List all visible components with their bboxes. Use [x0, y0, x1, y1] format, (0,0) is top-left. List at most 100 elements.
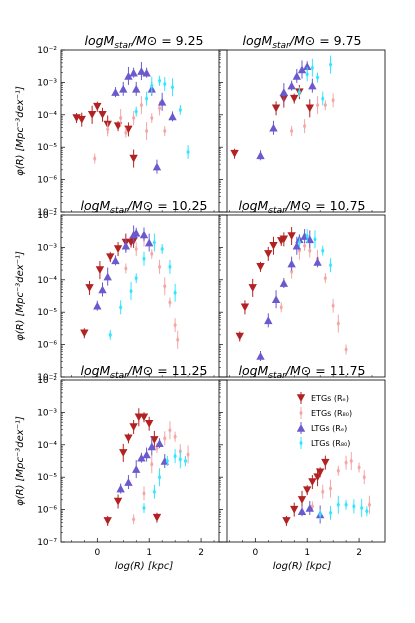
data-point — [118, 304, 123, 311]
y-tick-label: 10⁻⁵ — [37, 143, 57, 153]
data-point — [336, 467, 341, 474]
y-tick-label: 10⁻⁷ — [37, 538, 57, 548]
panel-5: logMstar/M⊙ = 11.25 10⁻⁷ 10⁻⁶ 10⁻⁵ 10⁻⁴ 10⁻³ 1… — [15, 363, 228, 572]
data-point — [124, 129, 128, 136]
legend: ETGs (Rₑ) ETGs (R₈₀) LTGs (Rₑ) LTGs (R₈₀) — [296, 392, 352, 449]
data-point — [113, 497, 123, 506]
panel-3: logMstar/M⊙ = 10.25 10⁻⁷ 10⁻⁶ 10⁻⁵ 10⁻⁴ 10⁻³ 1… — [15, 198, 228, 383]
data-point — [362, 474, 366, 481]
y-axis-label: φ(R) [Mpc⁻³dex⁻¹] — [15, 86, 26, 176]
data-point — [315, 468, 325, 477]
panel-title: logMstar/M⊙ = 9.75 — [242, 33, 361, 51]
data-point — [271, 295, 281, 304]
data-point — [305, 104, 314, 113]
x-axis-label: log(R) [kpc] — [115, 561, 174, 572]
panel-2: logMstar/M⊙ = 9.75 — [218, 33, 386, 213]
panel-4: logMstar/M⊙ = 10.75 — [218, 198, 386, 378]
data-point — [85, 284, 94, 292]
y-tick-label: 10⁻³ — [37, 243, 57, 253]
y-axis-label: φ(R) [Mpc⁻³dex⁻¹] — [15, 416, 26, 506]
data-point — [113, 245, 123, 254]
data-point — [344, 459, 348, 466]
data-point — [124, 478, 133, 486]
data-point — [95, 266, 105, 275]
x-tick-label: 1 — [146, 548, 152, 558]
y-tick-label: 10⁻⁴ — [37, 111, 57, 121]
data-point — [176, 336, 180, 343]
data-point — [144, 238, 154, 247]
x-tick-label: 0 — [252, 548, 258, 558]
data-point — [155, 439, 164, 447]
data-point — [116, 484, 125, 493]
data-point — [173, 433, 177, 440]
data-point — [168, 263, 172, 271]
data-point — [132, 465, 141, 473]
data-point — [297, 239, 302, 246]
y-tick-label: 10⁻³ — [37, 408, 57, 418]
data-point — [119, 449, 128, 457]
data-point — [305, 71, 309, 78]
data-point — [163, 127, 167, 135]
data-point — [344, 501, 348, 508]
data-point — [269, 123, 278, 132]
data-point — [152, 162, 162, 171]
data-point — [297, 88, 302, 96]
data-point — [139, 101, 144, 109]
data-point — [336, 320, 341, 327]
data-point — [313, 236, 317, 243]
data-point — [287, 232, 296, 241]
panel-title: logMstar/M⊙ = 11.25 — [81, 363, 208, 381]
data-point — [108, 331, 112, 339]
data-point — [105, 126, 110, 133]
data-point — [80, 329, 89, 338]
data-point — [132, 84, 141, 93]
y-tick-label: 10⁻⁷ — [37, 208, 57, 218]
data-point — [349, 457, 353, 465]
legend-label: ETGs (Rₑ) — [311, 394, 349, 403]
data-point — [292, 71, 302, 80]
data-point — [279, 235, 289, 244]
data-point — [365, 508, 369, 515]
data-point — [93, 102, 102, 111]
data-point — [144, 95, 149, 102]
data-point — [132, 228, 141, 237]
axes-frame — [218, 49, 386, 213]
data-point — [357, 464, 361, 471]
y-tick-label: 10⁻⁶ — [37, 341, 57, 351]
data-point — [367, 501, 372, 508]
legend-label: LTGs (R₈₀) — [311, 439, 350, 448]
data-point — [297, 507, 307, 515]
data-point — [256, 351, 265, 360]
data-point — [235, 332, 244, 341]
data-point — [186, 148, 190, 156]
data-point — [269, 242, 278, 250]
data-point — [328, 262, 333, 269]
y-tick-label: 10⁻⁵ — [37, 308, 57, 318]
data-point — [131, 516, 136, 523]
y-tick-label: 10⁻⁴ — [37, 276, 57, 286]
data-point — [155, 444, 159, 452]
data-point — [150, 250, 154, 258]
panel-title: logMstar/M⊙ = 9.25 — [84, 33, 203, 51]
panel-title: logMstar/M⊙ = 10.75 — [239, 198, 366, 216]
data-point — [134, 108, 138, 115]
data-point — [157, 263, 162, 271]
data-point — [183, 457, 188, 465]
data-point — [256, 151, 265, 160]
data-point — [282, 517, 291, 525]
data-point — [240, 303, 250, 312]
data-point — [87, 111, 97, 119]
data-point — [131, 114, 136, 122]
data-point — [150, 114, 154, 122]
data-point — [279, 279, 289, 287]
legend-marker — [299, 439, 303, 447]
data-point — [279, 304, 283, 311]
data-point — [134, 274, 138, 282]
data-point — [129, 287, 133, 295]
panel-title: logMstar/M⊙ = 10.25 — [81, 198, 208, 216]
data-point — [256, 263, 265, 271]
y-tick-label: 10⁻² — [37, 376, 57, 386]
data-point — [137, 67, 146, 75]
data-point — [168, 112, 177, 121]
